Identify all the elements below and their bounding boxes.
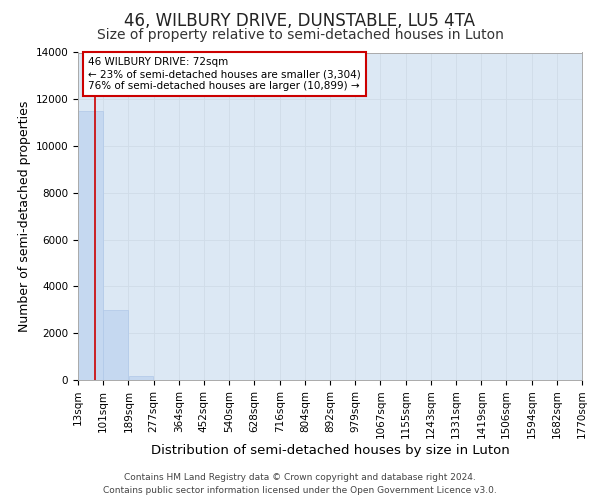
Text: Size of property relative to semi-detached houses in Luton: Size of property relative to semi-detach… bbox=[97, 28, 503, 42]
Text: 46, WILBURY DRIVE, DUNSTABLE, LU5 4TA: 46, WILBURY DRIVE, DUNSTABLE, LU5 4TA bbox=[125, 12, 476, 30]
Y-axis label: Number of semi-detached properties: Number of semi-detached properties bbox=[19, 100, 31, 332]
Bar bbox=[129, 376, 154, 380]
X-axis label: Distribution of semi-detached houses by size in Luton: Distribution of semi-detached houses by … bbox=[151, 444, 509, 457]
Text: Contains HM Land Registry data © Crown copyright and database right 2024.
Contai: Contains HM Land Registry data © Crown c… bbox=[103, 474, 497, 495]
Bar bbox=[78, 111, 103, 380]
Text: 46 WILBURY DRIVE: 72sqm
← 23% of semi-detached houses are smaller (3,304)
76% of: 46 WILBURY DRIVE: 72sqm ← 23% of semi-de… bbox=[88, 58, 361, 90]
Bar bbox=[103, 310, 128, 380]
